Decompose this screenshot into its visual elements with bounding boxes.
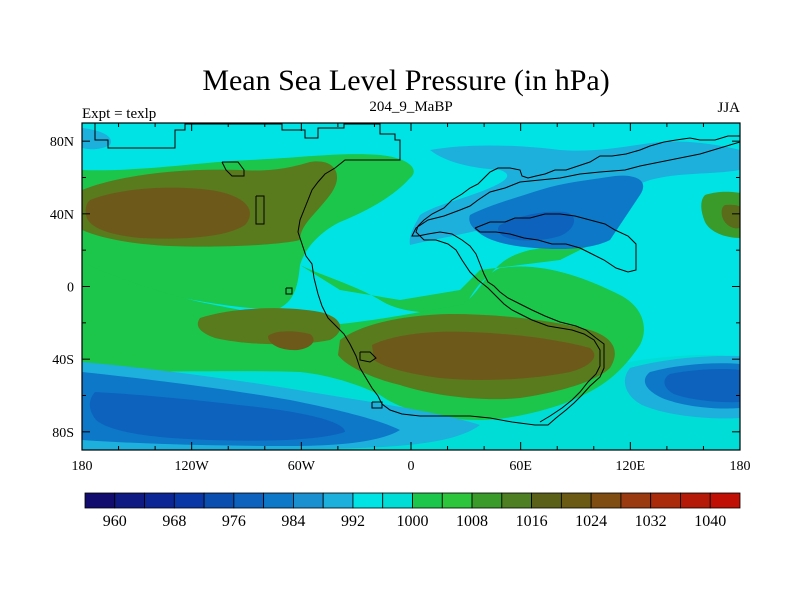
- x-tick-label: 60W: [288, 459, 316, 474]
- colorbar-label: 976: [222, 513, 246, 530]
- coastline: [94, 123, 740, 426]
- colorbar-swatch: [560, 492, 592, 509]
- contour-1016-north-pacific-core: [85, 187, 250, 239]
- colorbar-label: 1040: [694, 513, 726, 530]
- colorbar-label: 984: [281, 513, 305, 530]
- coastline-island-south: [371, 401, 383, 409]
- x-tick-label: 120E: [616, 459, 646, 474]
- subtitle-center: 204_9_MaBP: [369, 99, 452, 115]
- colorbar-swatch: [263, 492, 294, 509]
- contour-996-arctic-tongue: [82, 128, 111, 150]
- contour-1004-atlantic: [300, 245, 590, 313]
- colorbar-label: 968: [162, 513, 186, 530]
- colorbar-label: 1000: [397, 513, 429, 530]
- colorbar-swatch: [173, 492, 205, 509]
- coastline-island: [285, 287, 293, 295]
- colorbar-label: 1024: [575, 513, 607, 530]
- x-tick-label: 180: [72, 459, 93, 474]
- contour-984-southern-ocean-core: [89, 392, 345, 441]
- colorbar-swatch: [144, 492, 175, 509]
- colorbar-swatch: [114, 492, 145, 509]
- y-tick-label: 40S: [52, 353, 74, 368]
- colorbar-swatch: [471, 492, 503, 509]
- chart-title: Mean Sea Level Pressure (in hPa): [202, 64, 609, 97]
- coastline-gondwana-gulf: [359, 351, 377, 363]
- contour-1012-east-pacific-core: [721, 204, 740, 229]
- colorbar-swatch: [650, 492, 681, 509]
- x-axis: 180 120W 60W 0 60E 120E 180: [72, 123, 751, 474]
- colorbar-swatch: [680, 492, 711, 509]
- colorbar-label: 1032: [635, 513, 667, 530]
- y-tick-label: 0: [67, 281, 74, 296]
- colorbar: 960 968 976 984 992 1000 1008 1016 1024 1032 1040: [84, 492, 741, 530]
- contour-984-asia-core: [498, 211, 575, 241]
- colorbar-swatch: [352, 492, 384, 509]
- pressure-map: [82, 123, 740, 450]
- colorbar-swatch: [293, 492, 324, 509]
- x-tick-label: 60E: [509, 459, 532, 474]
- colorbar-swatch: [412, 492, 443, 509]
- subtitle-left: Expt = texlp: [82, 106, 156, 122]
- y-tick-label: 80N: [50, 135, 74, 150]
- colorbar-label: 1016: [516, 513, 548, 530]
- contour-1016-south-pacific-core: [268, 331, 314, 351]
- contour-1016-pangea-core: [372, 331, 595, 380]
- colorbar-swatch: [322, 492, 354, 509]
- colorbar-swatch: [620, 492, 652, 509]
- colorbar-swatch: [590, 492, 622, 509]
- x-tick-label: 120W: [175, 459, 210, 474]
- coastline-asia-inner: [474, 213, 637, 273]
- coastline-east: [415, 135, 740, 423]
- colorbar-swatch: [709, 492, 741, 509]
- y-tick-label: 40N: [50, 208, 74, 223]
- colorbar-swatch: [203, 492, 235, 509]
- colorbar-swatch: [441, 492, 473, 509]
- colorbar-swatch: [531, 492, 562, 509]
- colorbar-label: 1008: [456, 513, 488, 530]
- colorbar-label: 992: [341, 513, 365, 530]
- y-axis: 80N 40N 0 40S 80S: [50, 135, 740, 441]
- y-tick-label: 80S: [52, 426, 74, 441]
- subtitle-right: JJA: [717, 100, 740, 116]
- x-tick-label: 0: [408, 459, 415, 474]
- coastline-inland-sea: [255, 195, 265, 225]
- colorbar-label: 960: [103, 513, 127, 530]
- x-tick-label: 180: [730, 459, 751, 474]
- colorbar-swatch: [501, 492, 532, 509]
- colorbar-swatch: [233, 492, 265, 509]
- contour-984-southern-ocean-east-core: [664, 369, 740, 403]
- colorbar-swatch: [382, 492, 413, 509]
- coastline-caspian: [221, 161, 245, 177]
- colorbar-swatch: [84, 492, 116, 509]
